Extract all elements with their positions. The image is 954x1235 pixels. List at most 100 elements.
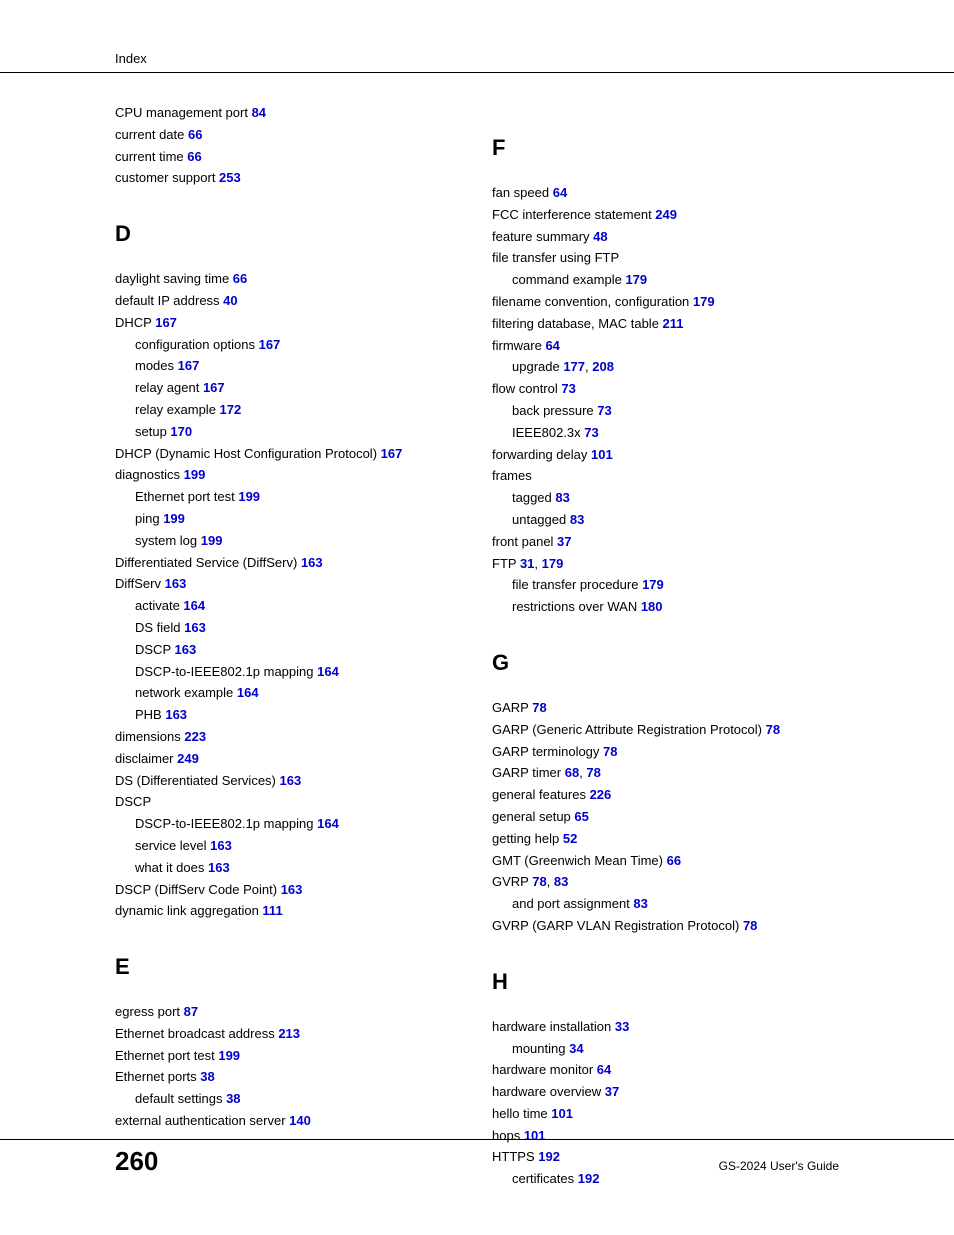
entry-text: GARP (Generic Attribute Registration Pro… <box>492 722 766 737</box>
entry-text: GVRP <box>492 874 532 889</box>
page-reference[interactable]: 48 <box>593 229 607 244</box>
page-reference[interactable]: 172 <box>220 402 242 417</box>
page-reference[interactable]: 199 <box>201 533 223 548</box>
page-reference[interactable]: 66 <box>667 853 681 868</box>
page-reference[interactable]: 140 <box>289 1113 311 1128</box>
index-entry: daylight saving time 66 <box>115 269 462 290</box>
page-reference[interactable]: 163 <box>175 642 197 657</box>
page-reference[interactable]: 164 <box>183 598 205 613</box>
page-reference[interactable]: 64 <box>545 338 559 353</box>
entry-text: diagnostics <box>115 467 184 482</box>
index-entry: GMT (Greenwich Mean Time) 66 <box>492 851 839 872</box>
page-reference[interactable]: 66 <box>233 271 247 286</box>
page-reference[interactable]: 199 <box>238 489 260 504</box>
page-reference[interactable]: 83 <box>633 896 647 911</box>
page-reference[interactable]: 78 <box>743 918 757 933</box>
page-reference[interactable]: 68 <box>565 765 579 780</box>
page-reference[interactable]: 111 <box>262 903 282 918</box>
page-reference[interactable]: 78 <box>532 700 546 715</box>
page-reference[interactable]: 179 <box>693 294 715 309</box>
page-reference[interactable]: 179 <box>625 272 647 287</box>
page-reference[interactable]: 163 <box>165 576 187 591</box>
page-reference[interactable]: 73 <box>597 403 611 418</box>
page-reference[interactable]: 179 <box>642 577 664 592</box>
page-reference[interactable]: 167 <box>381 446 403 461</box>
page-reference[interactable]: 87 <box>184 1004 198 1019</box>
page-reference[interactable]: 101 <box>551 1106 573 1121</box>
entry-text: Ethernet port test <box>115 1048 218 1063</box>
entry-text: Ethernet port test <box>135 489 238 504</box>
page-reference[interactable]: 65 <box>574 809 588 824</box>
page-reference[interactable]: 163 <box>280 773 302 788</box>
index-entry: mounting 34 <box>512 1039 839 1060</box>
index-entry: Ethernet broadcast address 213 <box>115 1024 462 1045</box>
page-reference[interactable]: 31 <box>520 556 534 571</box>
page-reference[interactable]: 73 <box>561 381 575 396</box>
page-reference[interactable]: 253 <box>219 170 241 185</box>
page-reference[interactable]: 177 <box>563 359 585 374</box>
page-reference[interactable]: 163 <box>281 882 303 897</box>
page-reference[interactable]: 101 <box>591 447 613 462</box>
page-reference[interactable]: 167 <box>178 358 200 373</box>
page-reference[interactable]: 226 <box>590 787 612 802</box>
page-reference[interactable]: 78 <box>532 874 546 889</box>
page-reference[interactable]: 84 <box>252 105 266 120</box>
page-reference[interactable]: 164 <box>317 816 339 831</box>
page-reference[interactable]: 64 <box>597 1062 611 1077</box>
page-reference[interactable]: 223 <box>184 729 206 744</box>
entry-text: forwarding delay <box>492 447 591 462</box>
entry-text: relay example <box>135 402 220 417</box>
page-reference[interactable]: 199 <box>163 511 185 526</box>
page-reference[interactable]: 249 <box>177 751 199 766</box>
index-entry: IEEE802.3x 73 <box>512 423 839 444</box>
page-reference[interactable]: 167 <box>259 337 281 352</box>
index-entry: dimensions 223 <box>115 727 462 748</box>
page-reference[interactable]: 164 <box>237 685 259 700</box>
page-reference[interactable]: 163 <box>208 860 230 875</box>
page-reference[interactable]: 83 <box>570 512 584 527</box>
page-reference[interactable]: 34 <box>569 1041 583 1056</box>
page-reference[interactable]: 52 <box>563 831 577 846</box>
index-entry: DSCP <box>115 792 462 813</box>
page-reference[interactable]: 208 <box>592 359 614 374</box>
index-entry: restrictions over WAN 180 <box>512 597 839 618</box>
entry-text: file transfer using FTP <box>492 250 619 265</box>
page-reference[interactable]: 164 <box>317 664 339 679</box>
page-reference[interactable]: 33 <box>615 1019 629 1034</box>
page-reference[interactable]: 78 <box>603 744 617 759</box>
page-reference[interactable]: 38 <box>226 1091 240 1106</box>
page-reference[interactable]: 179 <box>542 556 564 571</box>
page-reference[interactable]: 180 <box>641 599 663 614</box>
page-reference[interactable]: 163 <box>184 620 206 635</box>
page-reference[interactable]: 66 <box>187 149 201 164</box>
page-reference[interactable]: 73 <box>584 425 598 440</box>
page-reference[interactable]: 38 <box>200 1069 214 1084</box>
page-reference[interactable]: 78 <box>766 722 780 737</box>
page-reference[interactable]: 249 <box>655 207 677 222</box>
index-entry: DSCP 163 <box>135 640 462 661</box>
page-reference[interactable]: 170 <box>170 424 192 439</box>
page-reference[interactable]: 78 <box>586 765 600 780</box>
page-reference[interactable]: 167 <box>203 380 225 395</box>
left-column: CPU management port 84current date 66cur… <box>115 103 462 1191</box>
page-reference[interactable]: 64 <box>553 185 567 200</box>
page-reference[interactable]: 83 <box>555 490 569 505</box>
page-reference[interactable]: 163 <box>301 555 323 570</box>
page-reference[interactable]: 211 <box>663 316 684 331</box>
page-reference[interactable]: 213 <box>278 1026 300 1041</box>
page-reference[interactable]: 83 <box>554 874 568 889</box>
page-reference[interactable]: 163 <box>165 707 187 722</box>
entry-text: front panel <box>492 534 557 549</box>
index-entry: DS field 163 <box>135 618 462 639</box>
page-reference[interactable]: 167 <box>155 315 177 330</box>
entry-text: GVRP (GARP VLAN Registration Protocol) <box>492 918 743 933</box>
entry-text: GARP timer <box>492 765 565 780</box>
page-reference[interactable]: 37 <box>557 534 571 549</box>
page-reference[interactable]: 199 <box>218 1048 240 1063</box>
page-reference[interactable]: 66 <box>188 127 202 142</box>
page-reference[interactable]: 40 <box>223 293 237 308</box>
page-reference[interactable]: 37 <box>605 1084 619 1099</box>
page-reference[interactable]: 163 <box>210 838 232 853</box>
entry-text: egress port <box>115 1004 184 1019</box>
page-reference[interactable]: 199 <box>184 467 206 482</box>
